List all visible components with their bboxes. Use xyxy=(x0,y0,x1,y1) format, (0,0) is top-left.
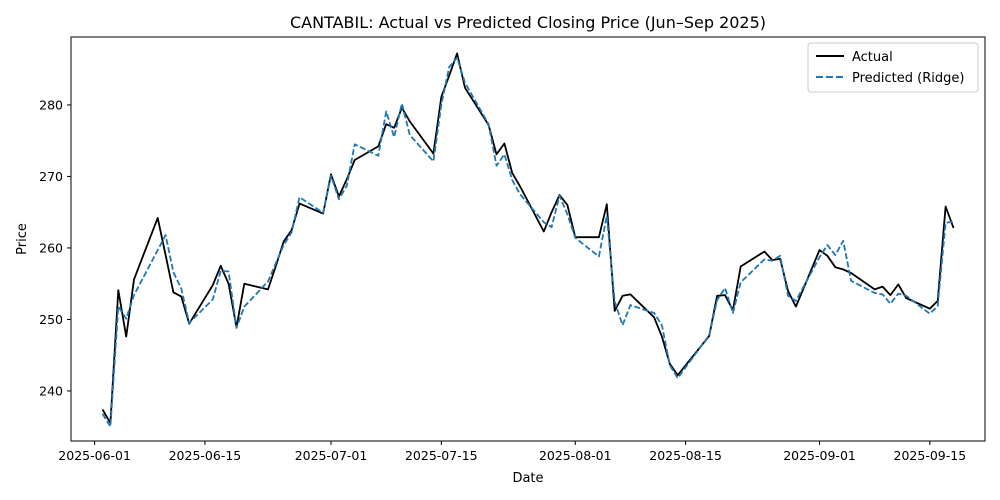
x-tick-label: 2025-09-15 xyxy=(894,448,967,463)
y-tick-label: 240 xyxy=(39,383,63,398)
legend: Actual Predicted (Ridge) xyxy=(807,42,979,93)
x-tick-label: 2025-08-01 xyxy=(539,448,612,463)
chart-title: CANTABIL: Actual vs Predicted Closing Pr… xyxy=(290,13,766,32)
x-tick-label: 2025-08-15 xyxy=(649,448,722,463)
legend-label-predicted: Predicted (Ridge) xyxy=(852,71,964,86)
x-tick-label: 2025-07-01 xyxy=(295,448,368,463)
y-tick-label: 260 xyxy=(39,240,63,255)
x-axis-label: Date xyxy=(512,471,543,486)
x-tick-label: 2025-07-15 xyxy=(405,448,478,463)
x-tick-label: 2025-06-15 xyxy=(169,448,242,463)
legend-box xyxy=(807,42,979,93)
series-line-predicted xyxy=(101,56,954,428)
axes-frame xyxy=(70,36,986,442)
x-tick-label: 2025-06-01 xyxy=(58,448,131,463)
x-tick-label: 2025-09-01 xyxy=(783,448,856,463)
y-tick-label: 270 xyxy=(39,169,63,184)
y-axis-label: Price xyxy=(15,223,30,255)
legend-label-actual: Actual xyxy=(852,50,893,65)
axis-ticks: 2025-06-01 2025-06-15 2025-07-01 2025-07-15… xyxy=(39,97,966,463)
plot-area xyxy=(101,52,955,428)
y-tick-label: 250 xyxy=(39,312,63,327)
y-tick-label: 280 xyxy=(39,97,63,112)
